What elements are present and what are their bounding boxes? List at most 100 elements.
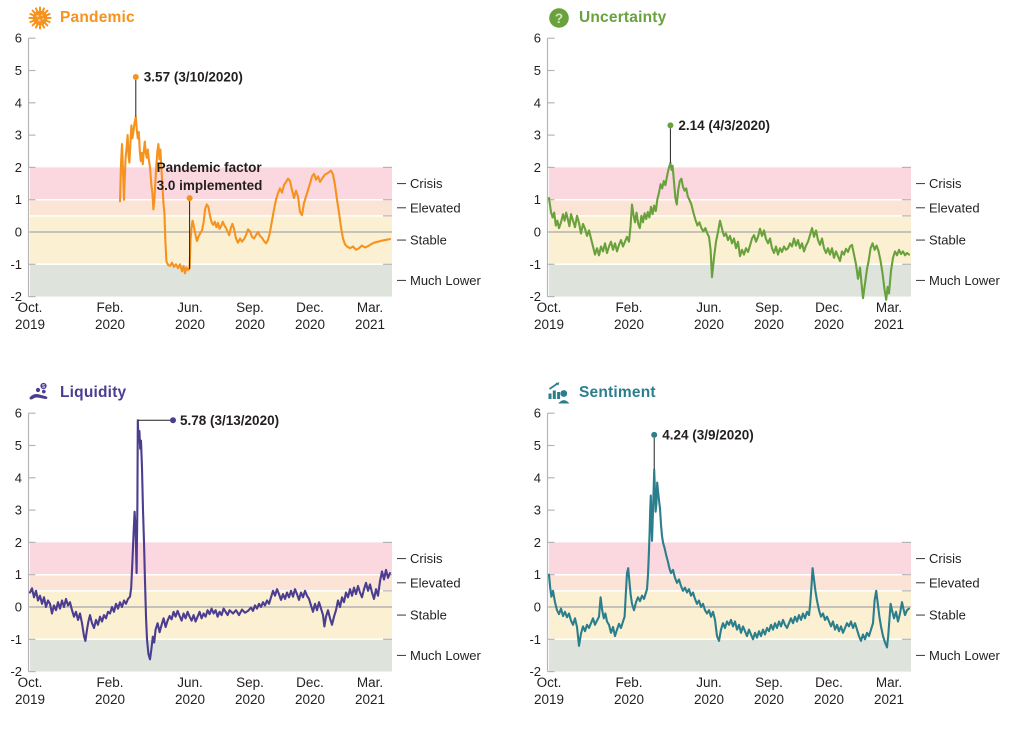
y-tick-label: 2 bbox=[15, 160, 22, 175]
annotation-dot bbox=[667, 122, 674, 129]
liquidity-chart-card: $ Liquidity 6 5 4 3 2 1 0 -1 -2 Crisis Elevated Sta… bbox=[0, 375, 506, 733]
y-tick-label: 5 bbox=[15, 438, 22, 453]
chart-title: Pandemic bbox=[60, 9, 135, 26]
band-crisis bbox=[30, 542, 392, 575]
band-elevated bbox=[30, 574, 392, 591]
x-tick-label: Sep. 2020 bbox=[235, 300, 265, 332]
liquidity-series-line bbox=[28, 419, 392, 661]
y-tick-label: 5 bbox=[534, 63, 541, 78]
band-stable bbox=[549, 590, 911, 640]
uncertainty-series-line bbox=[547, 161, 911, 301]
band-label-much-lower: Much Lower bbox=[929, 648, 1000, 663]
x-tick-label: Jun. 2020 bbox=[175, 300, 205, 332]
x-tick-label: Oct. 2019 bbox=[534, 300, 564, 332]
band-stable bbox=[30, 215, 392, 265]
sentiment-chart-card: Sentiment 6 5 4 3 2 1 0 -1 -2 Crisis Elevated Stabl… bbox=[519, 375, 1025, 733]
svg-text:?: ? bbox=[555, 11, 563, 26]
band-label-much-lower: Much Lower bbox=[410, 273, 481, 288]
event-annotation-line: 3.0 implemented bbox=[157, 178, 263, 193]
pandemic-chart-card: Pandemic 6 5 4 3 2 1 0 -1 -2 Crisis Elevated Stable… bbox=[0, 0, 506, 358]
band-stable bbox=[549, 215, 911, 265]
x-tick-label: Jun. 2020 bbox=[175, 675, 205, 707]
y-tick-label: -2 bbox=[529, 289, 541, 304]
annotation-dot bbox=[651, 431, 658, 438]
question-icon: ? bbox=[546, 5, 572, 31]
y-tick-label: 4 bbox=[15, 95, 22, 110]
y-tick-label: 4 bbox=[15, 470, 22, 485]
svg-text:$: $ bbox=[42, 384, 45, 390]
band-label-crisis: Crisis bbox=[929, 551, 962, 566]
person-chart-icon bbox=[546, 380, 572, 406]
peak-annotation: 3.57 (3/10/2020) bbox=[144, 69, 243, 84]
band-label-much-lower: Much Lower bbox=[929, 273, 1000, 288]
x-tick-label: Feb. 2020 bbox=[95, 300, 125, 332]
band-elevated bbox=[549, 574, 911, 591]
y-tick-label: -1 bbox=[529, 632, 541, 647]
x-tick-label: Dec. 2020 bbox=[814, 675, 844, 707]
band-crisis bbox=[549, 542, 911, 575]
y-tick-label: 1 bbox=[15, 567, 22, 582]
band-label-elevated: Elevated bbox=[410, 575, 461, 590]
band-label-stable: Stable bbox=[410, 608, 447, 623]
band-label-stable: Stable bbox=[929, 608, 966, 623]
peak-annotation: 4.24 (3/9/2020) bbox=[662, 427, 754, 442]
chart-title: Uncertainty bbox=[579, 9, 667, 26]
band-much-lower bbox=[30, 639, 392, 672]
liquidity-chart: 6 5 4 3 2 1 0 -1 -2 Crisis Elevated Stable Much Lowe… bbox=[10, 406, 481, 707]
band-label-elevated: Elevated bbox=[929, 200, 980, 215]
y-tick-label: 1 bbox=[15, 192, 22, 207]
band-label-crisis: Crisis bbox=[410, 176, 443, 191]
band-much-lower bbox=[549, 639, 911, 672]
band-much-lower bbox=[30, 264, 392, 297]
band-elevated bbox=[549, 199, 911, 216]
sentiment-series-line bbox=[547, 468, 911, 649]
chart-title: Sentiment bbox=[579, 384, 656, 401]
band-label-stable: Stable bbox=[929, 233, 966, 248]
y-tick-label: 6 bbox=[15, 31, 22, 46]
x-tick-label: Sep. 2020 bbox=[754, 675, 784, 707]
y-tick-label: 3 bbox=[15, 128, 22, 143]
x-tick-label: Oct. 2019 bbox=[15, 300, 45, 332]
y-tick-label: 1 bbox=[534, 192, 541, 207]
x-tick-label: Sep. 2020 bbox=[754, 300, 784, 332]
y-tick-label: 6 bbox=[534, 31, 541, 46]
y-tick-label: 1 bbox=[534, 567, 541, 582]
virus-icon bbox=[27, 5, 53, 31]
uncertainty-chart-header: ? Uncertainty bbox=[546, 5, 666, 31]
x-tick-label: Feb. 2020 bbox=[614, 300, 644, 332]
y-tick-label: -1 bbox=[10, 257, 22, 272]
y-tick-label: 3 bbox=[15, 503, 22, 518]
annotation-dot bbox=[170, 417, 176, 424]
x-tick-label: Mar. 2021 bbox=[355, 675, 385, 707]
y-tick-label: 5 bbox=[534, 438, 541, 453]
y-tick-label: 3 bbox=[534, 503, 541, 518]
event-annotation-line: Pandemic factor bbox=[157, 160, 263, 175]
y-tick-label: -2 bbox=[10, 289, 22, 304]
y-tick-label: -1 bbox=[10, 632, 22, 647]
pandemic-series-line bbox=[118, 115, 392, 275]
annotation-dot bbox=[186, 195, 193, 202]
sentiment-chart-header: Sentiment bbox=[546, 380, 656, 406]
x-tick-label: Feb. 2020 bbox=[95, 675, 125, 707]
y-tick-label: 0 bbox=[534, 600, 541, 615]
y-tick-label: -2 bbox=[529, 664, 541, 679]
x-tick-label: Dec. 2020 bbox=[295, 675, 325, 707]
band-much-lower bbox=[549, 264, 911, 297]
y-tick-label: 2 bbox=[15, 535, 22, 550]
y-tick-label: 4 bbox=[534, 470, 541, 485]
y-tick-label: 3 bbox=[534, 128, 541, 143]
pandemic-chart: 6 5 4 3 2 1 0 -1 -2 Crisis Elevated Stable Much Lowe… bbox=[10, 31, 481, 332]
y-tick-label: 5 bbox=[15, 63, 22, 78]
pandemic-chart-header: Pandemic bbox=[27, 5, 135, 31]
y-tick-label: 2 bbox=[534, 160, 541, 175]
x-tick-label: Oct. 2019 bbox=[534, 675, 564, 707]
x-tick-label: Mar. 2021 bbox=[874, 300, 904, 332]
y-tick-label: 0 bbox=[15, 600, 22, 615]
x-tick-label: Mar. 2021 bbox=[874, 675, 904, 707]
y-tick-label: 0 bbox=[534, 225, 541, 240]
y-tick-label: 2 bbox=[534, 535, 541, 550]
peak-annotation: 5.78 (3/13/2020) bbox=[180, 413, 279, 428]
x-tick-label: Mar. 2021 bbox=[355, 300, 385, 332]
band-label-stable: Stable bbox=[410, 233, 447, 248]
